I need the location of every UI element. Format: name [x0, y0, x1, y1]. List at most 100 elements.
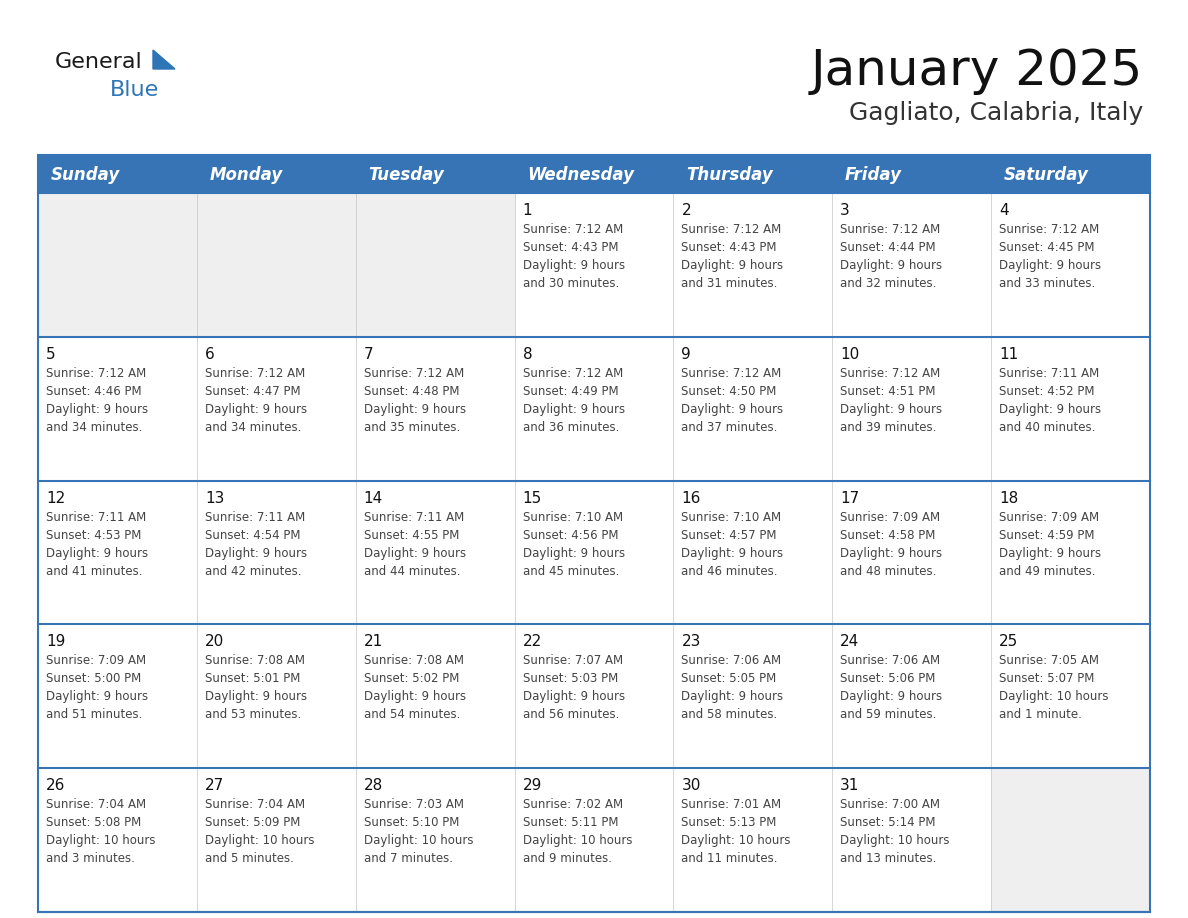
Text: Sunrise: 7:03 AM
Sunset: 5:10 PM
Daylight: 10 hours
and 7 minutes.: Sunrise: 7:03 AM Sunset: 5:10 PM Dayligh… — [364, 798, 473, 865]
Bar — [833, 155, 991, 193]
Bar — [197, 768, 355, 912]
Bar — [355, 624, 514, 768]
Text: Sunrise: 7:01 AM
Sunset: 5:13 PM
Daylight: 10 hours
and 11 minutes.: Sunrise: 7:01 AM Sunset: 5:13 PM Dayligh… — [682, 798, 791, 865]
Bar — [38, 193, 197, 337]
Bar — [197, 481, 355, 624]
Bar — [991, 768, 1150, 912]
Text: Saturday: Saturday — [1004, 166, 1088, 184]
Bar — [514, 193, 674, 337]
Bar — [674, 481, 833, 624]
Bar — [514, 155, 674, 193]
Bar — [674, 155, 833, 193]
Bar — [38, 155, 1150, 912]
Text: 29: 29 — [523, 778, 542, 793]
Text: 10: 10 — [840, 347, 860, 362]
Text: Friday: Friday — [845, 166, 902, 184]
Text: Sunrise: 7:07 AM
Sunset: 5:03 PM
Daylight: 9 hours
and 56 minutes.: Sunrise: 7:07 AM Sunset: 5:03 PM Dayligh… — [523, 655, 625, 722]
Bar — [197, 155, 355, 193]
Polygon shape — [153, 50, 175, 69]
Text: Sunrise: 7:02 AM
Sunset: 5:11 PM
Daylight: 10 hours
and 9 minutes.: Sunrise: 7:02 AM Sunset: 5:11 PM Dayligh… — [523, 798, 632, 865]
Text: Sunday: Sunday — [51, 166, 120, 184]
Text: 25: 25 — [999, 634, 1018, 649]
Text: Sunrise: 7:12 AM
Sunset: 4:48 PM
Daylight: 9 hours
and 35 minutes.: Sunrise: 7:12 AM Sunset: 4:48 PM Dayligh… — [364, 367, 466, 434]
Bar — [991, 193, 1150, 337]
Text: 7: 7 — [364, 347, 373, 362]
Text: Wednesday: Wednesday — [527, 166, 634, 184]
Bar — [833, 481, 991, 624]
Text: Sunrise: 7:12 AM
Sunset: 4:43 PM
Daylight: 9 hours
and 31 minutes.: Sunrise: 7:12 AM Sunset: 4:43 PM Dayligh… — [682, 223, 784, 290]
Bar — [991, 155, 1150, 193]
Bar — [38, 481, 197, 624]
Bar — [514, 337, 674, 481]
Text: Sunrise: 7:08 AM
Sunset: 5:01 PM
Daylight: 9 hours
and 53 minutes.: Sunrise: 7:08 AM Sunset: 5:01 PM Dayligh… — [204, 655, 307, 722]
Text: Sunrise: 7:05 AM
Sunset: 5:07 PM
Daylight: 10 hours
and 1 minute.: Sunrise: 7:05 AM Sunset: 5:07 PM Dayligh… — [999, 655, 1108, 722]
Text: Tuesday: Tuesday — [368, 166, 444, 184]
Bar — [833, 337, 991, 481]
Text: 15: 15 — [523, 490, 542, 506]
Text: Sunrise: 7:12 AM
Sunset: 4:45 PM
Daylight: 9 hours
and 33 minutes.: Sunrise: 7:12 AM Sunset: 4:45 PM Dayligh… — [999, 223, 1101, 290]
Text: 1: 1 — [523, 203, 532, 218]
Text: Sunrise: 7:10 AM
Sunset: 4:56 PM
Daylight: 9 hours
and 45 minutes.: Sunrise: 7:10 AM Sunset: 4:56 PM Dayligh… — [523, 510, 625, 577]
Text: Sunrise: 7:09 AM
Sunset: 4:59 PM
Daylight: 9 hours
and 49 minutes.: Sunrise: 7:09 AM Sunset: 4:59 PM Dayligh… — [999, 510, 1101, 577]
Text: 23: 23 — [682, 634, 701, 649]
Text: 31: 31 — [840, 778, 860, 793]
Bar — [197, 337, 355, 481]
Text: Sunrise: 7:11 AM
Sunset: 4:52 PM
Daylight: 9 hours
and 40 minutes.: Sunrise: 7:11 AM Sunset: 4:52 PM Dayligh… — [999, 367, 1101, 434]
Text: Sunrise: 7:11 AM
Sunset: 4:55 PM
Daylight: 9 hours
and 44 minutes.: Sunrise: 7:11 AM Sunset: 4:55 PM Dayligh… — [364, 510, 466, 577]
Text: 3: 3 — [840, 203, 851, 218]
Text: Sunrise: 7:04 AM
Sunset: 5:08 PM
Daylight: 10 hours
and 3 minutes.: Sunrise: 7:04 AM Sunset: 5:08 PM Dayligh… — [46, 798, 156, 865]
Text: Gagliato, Calabria, Italy: Gagliato, Calabria, Italy — [848, 101, 1143, 125]
Text: 4: 4 — [999, 203, 1009, 218]
Bar — [355, 193, 514, 337]
Text: 6: 6 — [204, 347, 215, 362]
Bar — [514, 624, 674, 768]
Text: 24: 24 — [840, 634, 860, 649]
Bar — [991, 624, 1150, 768]
Bar — [674, 337, 833, 481]
Bar — [674, 624, 833, 768]
Text: 27: 27 — [204, 778, 225, 793]
Text: Sunrise: 7:12 AM
Sunset: 4:43 PM
Daylight: 9 hours
and 30 minutes.: Sunrise: 7:12 AM Sunset: 4:43 PM Dayligh… — [523, 223, 625, 290]
Bar — [991, 337, 1150, 481]
Text: 19: 19 — [46, 634, 65, 649]
Text: 11: 11 — [999, 347, 1018, 362]
Bar — [991, 481, 1150, 624]
Text: Sunrise: 7:11 AM
Sunset: 4:53 PM
Daylight: 9 hours
and 41 minutes.: Sunrise: 7:11 AM Sunset: 4:53 PM Dayligh… — [46, 510, 148, 577]
Text: 8: 8 — [523, 347, 532, 362]
Bar — [38, 337, 197, 481]
Bar — [674, 768, 833, 912]
Text: Sunrise: 7:09 AM
Sunset: 5:00 PM
Daylight: 9 hours
and 51 minutes.: Sunrise: 7:09 AM Sunset: 5:00 PM Dayligh… — [46, 655, 148, 722]
Text: 14: 14 — [364, 490, 383, 506]
Text: 9: 9 — [682, 347, 691, 362]
Text: Sunrise: 7:06 AM
Sunset: 5:06 PM
Daylight: 9 hours
and 59 minutes.: Sunrise: 7:06 AM Sunset: 5:06 PM Dayligh… — [840, 655, 942, 722]
Bar — [355, 481, 514, 624]
Text: 16: 16 — [682, 490, 701, 506]
Bar — [197, 624, 355, 768]
Text: Sunrise: 7:12 AM
Sunset: 4:44 PM
Daylight: 9 hours
and 32 minutes.: Sunrise: 7:12 AM Sunset: 4:44 PM Dayligh… — [840, 223, 942, 290]
Bar — [833, 624, 991, 768]
Text: January 2025: January 2025 — [810, 47, 1143, 95]
Bar — [833, 768, 991, 912]
Text: 20: 20 — [204, 634, 225, 649]
Bar — [38, 624, 197, 768]
Text: Monday: Monday — [209, 166, 283, 184]
Text: 12: 12 — [46, 490, 65, 506]
Bar — [355, 337, 514, 481]
Text: Sunrise: 7:12 AM
Sunset: 4:50 PM
Daylight: 9 hours
and 37 minutes.: Sunrise: 7:12 AM Sunset: 4:50 PM Dayligh… — [682, 367, 784, 434]
Text: Sunrise: 7:00 AM
Sunset: 5:14 PM
Daylight: 10 hours
and 13 minutes.: Sunrise: 7:00 AM Sunset: 5:14 PM Dayligh… — [840, 798, 949, 865]
Text: 21: 21 — [364, 634, 383, 649]
Text: Thursday: Thursday — [687, 166, 773, 184]
Text: General: General — [55, 52, 143, 72]
Bar — [674, 193, 833, 337]
Text: 17: 17 — [840, 490, 860, 506]
Text: Sunrise: 7:08 AM
Sunset: 5:02 PM
Daylight: 9 hours
and 54 minutes.: Sunrise: 7:08 AM Sunset: 5:02 PM Dayligh… — [364, 655, 466, 722]
Text: Sunrise: 7:12 AM
Sunset: 4:51 PM
Daylight: 9 hours
and 39 minutes.: Sunrise: 7:12 AM Sunset: 4:51 PM Dayligh… — [840, 367, 942, 434]
Text: 28: 28 — [364, 778, 383, 793]
Text: Sunrise: 7:12 AM
Sunset: 4:49 PM
Daylight: 9 hours
and 36 minutes.: Sunrise: 7:12 AM Sunset: 4:49 PM Dayligh… — [523, 367, 625, 434]
Text: 13: 13 — [204, 490, 225, 506]
Text: Sunrise: 7:12 AM
Sunset: 4:46 PM
Daylight: 9 hours
and 34 minutes.: Sunrise: 7:12 AM Sunset: 4:46 PM Dayligh… — [46, 367, 148, 434]
Text: 5: 5 — [46, 347, 56, 362]
Text: Sunrise: 7:04 AM
Sunset: 5:09 PM
Daylight: 10 hours
and 5 minutes.: Sunrise: 7:04 AM Sunset: 5:09 PM Dayligh… — [204, 798, 315, 865]
Bar — [514, 768, 674, 912]
Text: 22: 22 — [523, 634, 542, 649]
